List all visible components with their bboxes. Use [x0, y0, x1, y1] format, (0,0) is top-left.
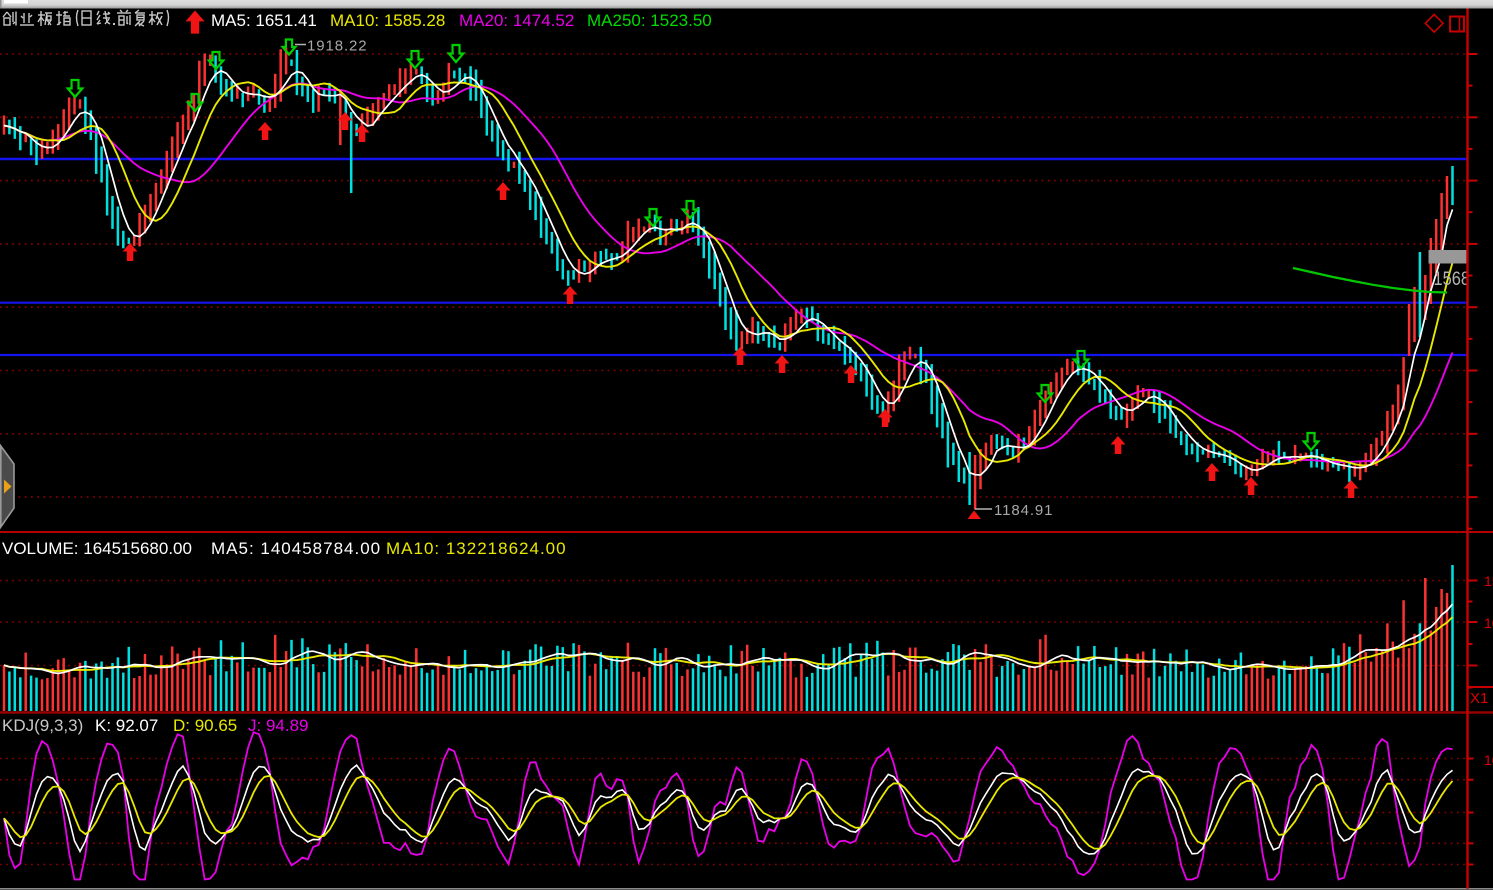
svg-text:1918.22: 1918.22 [307, 38, 368, 55]
svg-text:J: 94.89: J: 94.89 [248, 716, 309, 735]
svg-text:10: 10 [1484, 615, 1493, 631]
svg-text:KDJ(9,3,3): KDJ(9,3,3) [2, 716, 83, 735]
svg-text:D: 90.65: D: 90.65 [173, 716, 237, 735]
svg-text:X1: X1 [1470, 690, 1488, 707]
svg-text:15: 15 [1484, 573, 1493, 589]
svg-text:10: 10 [1484, 752, 1493, 768]
svg-text:MA20: 1474.52: MA20: 1474.52 [459, 11, 574, 30]
svg-text:K: 92.07: K: 92.07 [95, 716, 158, 735]
svg-text:MA10: 132218624.00: MA10: 132218624.00 [386, 539, 567, 558]
svg-text:MA5: 140458784.00: MA5: 140458784.00 [211, 539, 381, 558]
svg-text:MA10: 1585.28: MA10: 1585.28 [330, 11, 445, 30]
svg-text:MA5: 1651.41: MA5: 1651.41 [211, 11, 317, 30]
svg-text:1568.77: 1568.77 [1434, 268, 1493, 290]
svg-text:MA250: 1523.50: MA250: 1523.50 [587, 11, 712, 30]
svg-text:VOLUME: 164515680.00: VOLUME: 164515680.00 [2, 539, 192, 558]
svg-text:1184.91: 1184.91 [994, 502, 1053, 519]
